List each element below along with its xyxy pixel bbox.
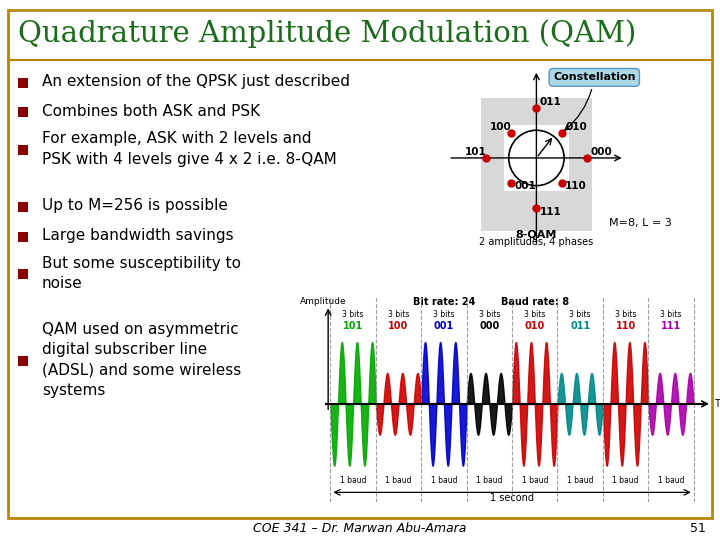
- Text: 3 bits: 3 bits: [524, 309, 546, 319]
- Bar: [18, 78, 28, 87]
- Bar: [18, 232, 28, 241]
- Text: 110: 110: [565, 181, 587, 191]
- Text: 111: 111: [661, 321, 681, 332]
- Text: An extension of the QPSK just described: An extension of the QPSK just described: [42, 74, 350, 89]
- Text: 011: 011: [539, 97, 561, 106]
- Text: 101: 101: [465, 147, 487, 158]
- Text: Time: Time: [714, 399, 720, 409]
- Text: 100: 100: [388, 321, 409, 332]
- Text: 1 baud: 1 baud: [431, 476, 457, 484]
- Text: 3 bits: 3 bits: [570, 309, 591, 319]
- Text: 3 bits: 3 bits: [660, 309, 682, 319]
- Text: M=8, L = 3: M=8, L = 3: [609, 218, 672, 228]
- Text: 1 baud: 1 baud: [385, 476, 412, 484]
- Text: 3 bits: 3 bits: [479, 309, 500, 319]
- Text: 51: 51: [690, 523, 706, 536]
- Text: QAM used on asymmetric
digital subscriber line
(ADSL) and some wireless
systems: QAM used on asymmetric digital subscribe…: [42, 322, 241, 398]
- Bar: [18, 269, 28, 279]
- Text: Up to M=256 is possible: Up to M=256 is possible: [42, 198, 228, 213]
- Text: Baud rate: 8: Baud rate: 8: [500, 298, 569, 307]
- Bar: [18, 145, 28, 155]
- Bar: [18, 356, 28, 366]
- Text: 3 bits: 3 bits: [615, 309, 636, 319]
- Text: But some susceptibility to
noise: But some susceptibility to noise: [42, 256, 241, 291]
- Text: 1 baud: 1 baud: [567, 476, 593, 484]
- Text: 011: 011: [570, 321, 590, 332]
- Text: 1 baud: 1 baud: [612, 476, 639, 484]
- Text: Combines both ASK and PSK: Combines both ASK and PSK: [42, 104, 260, 119]
- Text: Quadrature Amplitude Modulation (QAM): Quadrature Amplitude Modulation (QAM): [18, 19, 636, 49]
- Text: 2 amplitudes, 4 phases: 2 amplitudes, 4 phases: [480, 237, 593, 247]
- Text: 000: 000: [591, 147, 613, 158]
- Text: 1 baud: 1 baud: [658, 476, 684, 484]
- Text: 100: 100: [490, 122, 512, 132]
- Text: 000: 000: [480, 321, 500, 332]
- Text: Amplitude: Amplitude: [300, 296, 347, 306]
- Bar: [18, 202, 28, 212]
- Text: Constellation: Constellation: [553, 72, 636, 130]
- Text: 110: 110: [616, 321, 636, 332]
- Text: 1 baud: 1 baud: [476, 476, 503, 484]
- Text: 1 baud: 1 baud: [521, 476, 548, 484]
- Text: 101: 101: [343, 321, 364, 332]
- Text: 3 bits: 3 bits: [433, 309, 455, 319]
- Text: COE 341 – Dr. Marwan Abu-Amara: COE 341 – Dr. Marwan Abu-Amara: [253, 523, 467, 536]
- Bar: [18, 107, 28, 117]
- Text: 010: 010: [565, 122, 587, 132]
- Text: 010: 010: [525, 321, 545, 332]
- Text: 8-QAM: 8-QAM: [516, 230, 557, 240]
- Text: 1 second: 1 second: [490, 493, 534, 503]
- Text: For example, ASK with 2 levels and
PSK with 4 levels give 4 x 2 i.e. 8-QAM: For example, ASK with 2 levels and PSK w…: [42, 132, 337, 167]
- Text: 111: 111: [539, 207, 561, 218]
- Text: 001: 001: [515, 181, 536, 191]
- Bar: [481, 98, 592, 231]
- Bar: [504, 125, 569, 191]
- Text: 1 baud: 1 baud: [340, 476, 366, 484]
- Text: 3 bits: 3 bits: [343, 309, 364, 319]
- Text: Large bandwidth savings: Large bandwidth savings: [42, 228, 233, 243]
- Text: 001: 001: [434, 321, 454, 332]
- Text: Bit rate: 24: Bit rate: 24: [413, 298, 475, 307]
- Text: 3 bits: 3 bits: [388, 309, 409, 319]
